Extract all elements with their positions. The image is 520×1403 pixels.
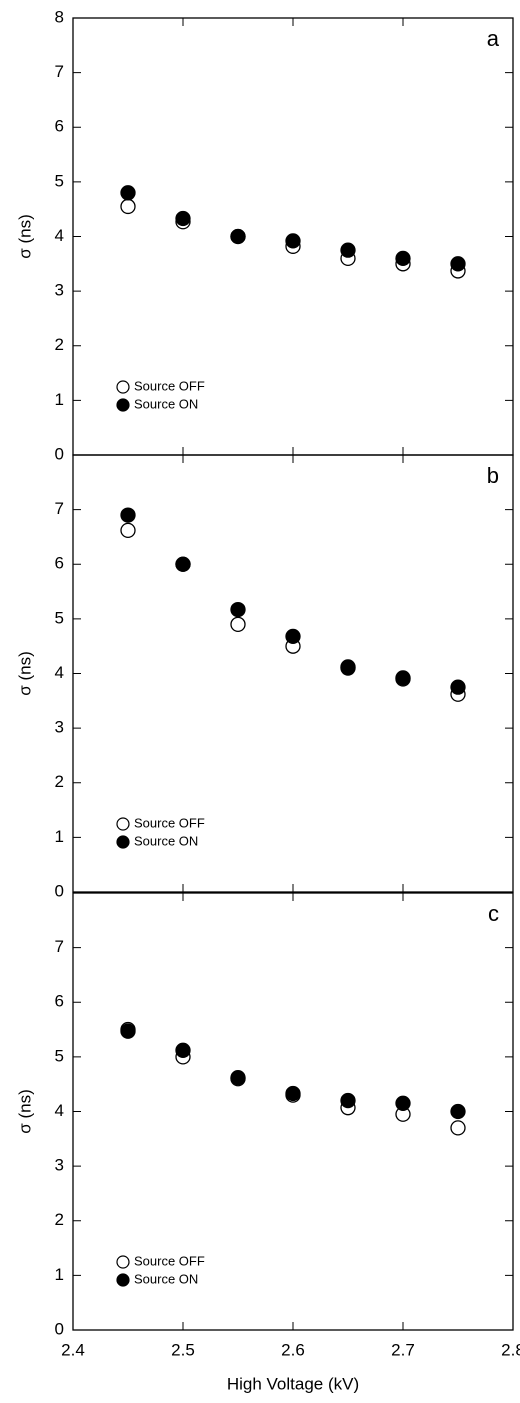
- x-tick-label: 2.4: [61, 1340, 85, 1359]
- legend-marker: [116, 835, 130, 849]
- y-tick-label: 6: [55, 992, 64, 1011]
- data-point: [175, 1042, 191, 1058]
- data-point: [120, 185, 136, 201]
- y-tick-label: 8: [55, 7, 64, 26]
- panel-label: b: [487, 463, 499, 488]
- data-point: [340, 659, 356, 675]
- x-tick-label: 2.5: [171, 1340, 195, 1359]
- data-point: [340, 1092, 356, 1109]
- y-tick-label: 3: [55, 718, 64, 737]
- y-tick-label: 7: [55, 62, 64, 81]
- data-point: [175, 210, 191, 227]
- legend-label: Source ON: [134, 833, 198, 848]
- legend-label: Source OFF: [134, 1253, 205, 1268]
- legend-marker: [116, 380, 130, 394]
- y-tick-label: 4: [55, 1101, 64, 1120]
- y-tick-label: 7: [55, 937, 64, 956]
- x-tick-label: 2.7: [391, 1340, 415, 1359]
- data-point: [450, 1120, 466, 1136]
- legend-marker: [116, 1255, 130, 1269]
- y-tick-label: 2: [55, 772, 64, 791]
- legend-label: Source ON: [134, 1271, 198, 1286]
- data-point: [175, 556, 191, 572]
- panel-label: c: [488, 901, 499, 926]
- legend-marker: [116, 398, 130, 412]
- x-tick-label: 2.6: [281, 1340, 305, 1359]
- y-tick-label: 6: [55, 554, 64, 573]
- legend-label: Source OFF: [134, 378, 205, 393]
- data-point: [450, 256, 466, 272]
- y-tick-label: 3: [55, 1156, 64, 1175]
- legend-label: Source OFF: [134, 815, 205, 830]
- data-point: [230, 601, 246, 618]
- data-point: [285, 233, 301, 249]
- data-point: [285, 1085, 301, 1102]
- legend-marker: [116, 1273, 130, 1287]
- data-point: [230, 616, 246, 632]
- data-point: [120, 522, 136, 539]
- data-point: [120, 198, 136, 215]
- data-point: [395, 250, 411, 267]
- y-tick-label: 5: [55, 608, 64, 627]
- y-axis-title: σ (ns): [15, 1089, 34, 1134]
- x-axis-title: High Voltage (kV): [227, 1374, 359, 1393]
- legend-marker: [116, 817, 130, 831]
- y-tick-label: 4: [55, 226, 64, 245]
- data-point: [285, 628, 301, 645]
- data-point: [230, 228, 246, 245]
- y-tick-label: 0: [55, 444, 64, 463]
- data-point: [395, 670, 411, 686]
- y-tick-label: 1: [55, 827, 64, 846]
- data-point: [120, 1023, 136, 1039]
- data-point: [395, 1095, 411, 1111]
- data-point: [450, 1103, 466, 1120]
- y-tick-label: 3: [55, 281, 64, 300]
- data-point: [230, 1069, 246, 1086]
- y-axis-title: σ (ns): [15, 651, 34, 696]
- y-tick-label: 7: [55, 499, 64, 518]
- y-tick-label: 6: [55, 117, 64, 136]
- y-tick-label: 2: [55, 1210, 64, 1229]
- y-tick-label: 0: [55, 1319, 64, 1338]
- y-tick-label: 5: [55, 1046, 64, 1065]
- data-point: [340, 242, 356, 258]
- data-point: [450, 679, 466, 695]
- y-tick-label: 2: [55, 335, 64, 354]
- y-tick-label: 1: [55, 390, 64, 409]
- legend-label: Source ON: [134, 396, 198, 411]
- y-tick-label: 1: [55, 1265, 64, 1284]
- data-point: [120, 507, 136, 523]
- y-axis-title: σ (ns): [15, 214, 34, 259]
- x-tick-label: 2.8: [501, 1340, 520, 1359]
- y-tick-label: 4: [55, 663, 64, 682]
- y-tick-label: 0: [55, 881, 64, 900]
- panel-label: a: [487, 26, 500, 51]
- y-tick-label: 5: [55, 171, 64, 190]
